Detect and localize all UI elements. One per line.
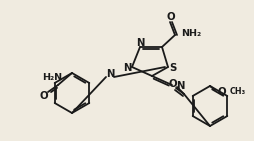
Text: O: O <box>167 12 175 22</box>
Text: H₂N: H₂N <box>42 72 62 81</box>
Text: N: N <box>176 81 184 91</box>
Text: N: N <box>123 63 131 73</box>
Text: O: O <box>169 79 177 89</box>
Text: CH₃: CH₃ <box>230 88 246 96</box>
Text: NH₂: NH₂ <box>181 28 201 38</box>
Text: O: O <box>40 91 48 101</box>
Text: S: S <box>169 63 177 73</box>
Text: N: N <box>136 38 144 48</box>
Text: O: O <box>217 87 226 97</box>
Text: N: N <box>106 69 114 79</box>
